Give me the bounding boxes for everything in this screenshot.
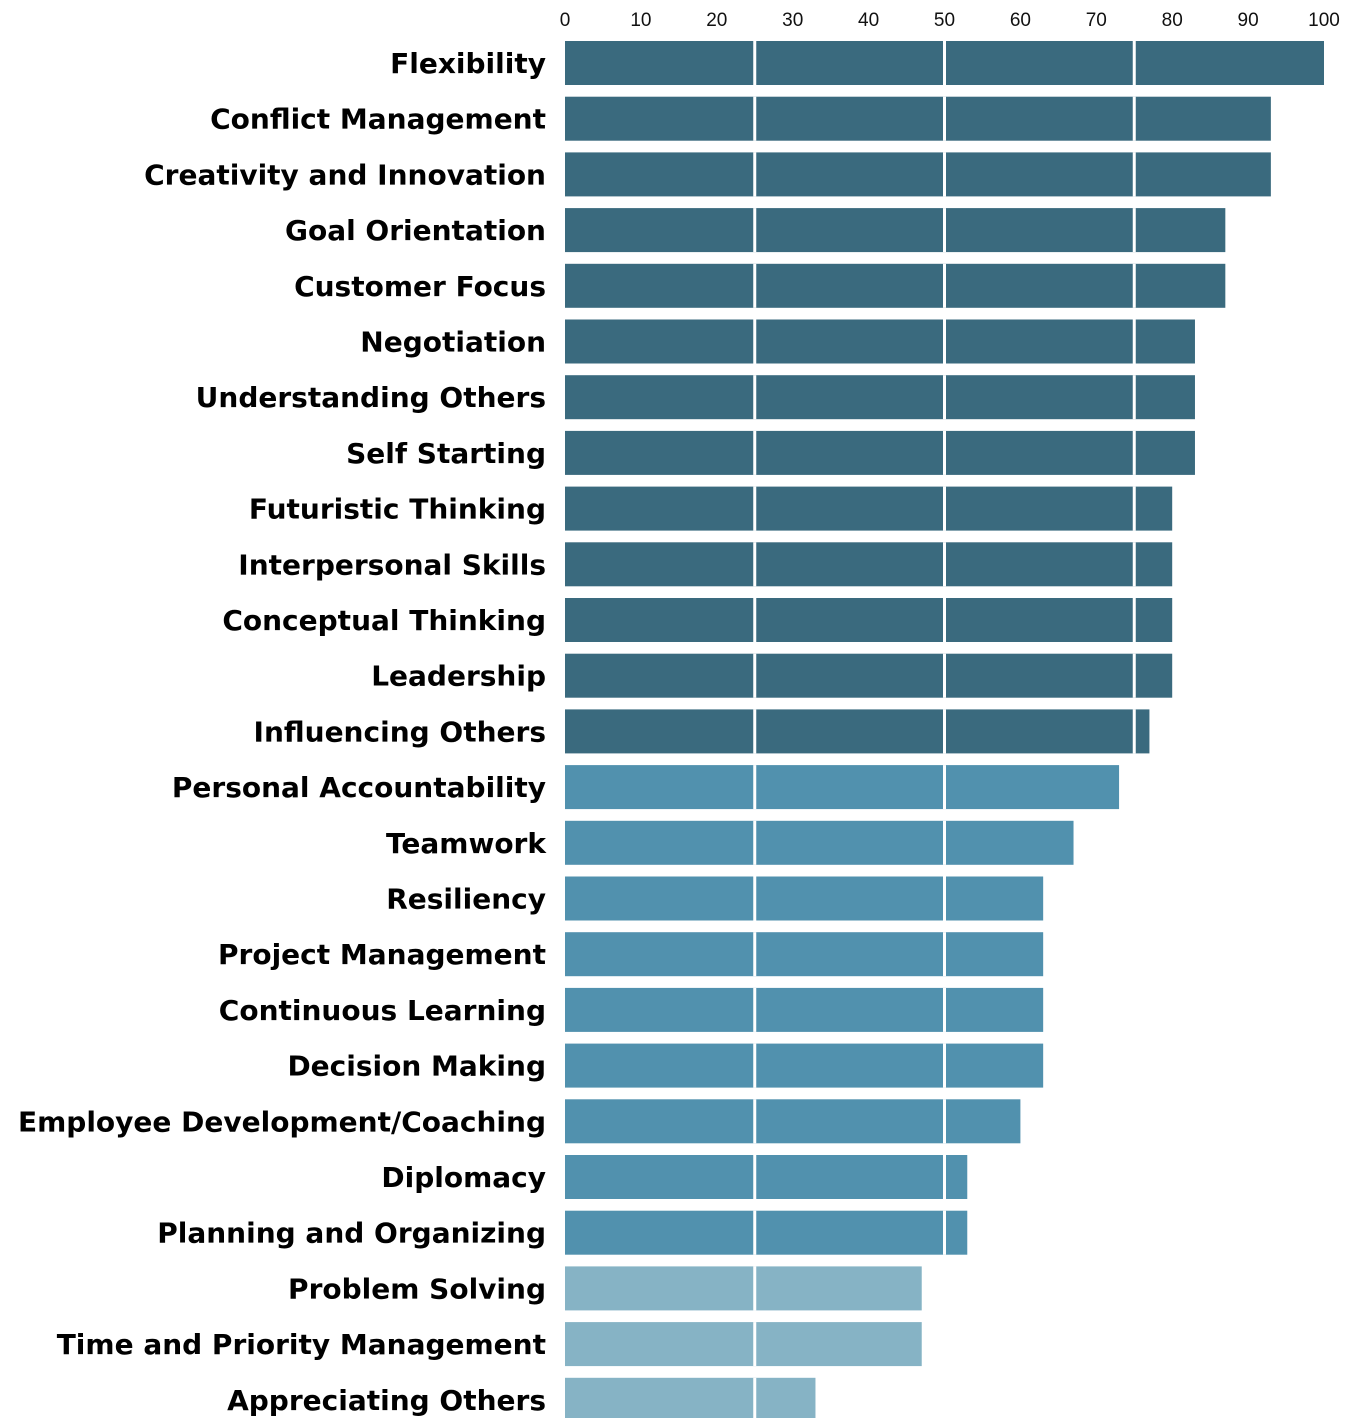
x-axis-ticks: 0 10 20 30 40 50 60 70 80 90 100: [560, 10, 1340, 31]
category-label: Decision Making: [287, 1050, 546, 1083]
bar-continuous-learning: [565, 987, 1044, 1032]
category-label: Planning and Organizing: [157, 1217, 546, 1250]
bar-understanding-others: [565, 375, 1195, 420]
category-label: Teamwork: [386, 827, 547, 860]
bar-planning-and-organizing: [565, 1210, 968, 1255]
bar-goal-orientation: [565, 208, 1226, 253]
category-label: Problem Solving: [288, 1272, 546, 1305]
bar-leadership: [565, 653, 1173, 698]
bar-futuristic-thinking: [565, 486, 1173, 531]
x-tick-label-50: 50: [934, 10, 955, 31]
x-tick-label-40: 40: [858, 10, 879, 31]
category-label: Negotiation: [360, 326, 546, 359]
bar-diplomacy: [565, 1155, 968, 1199]
bar-project-management: [565, 932, 1044, 977]
bars: [565, 41, 1324, 1418]
x-tick-label-80: 80: [1162, 10, 1183, 31]
bar-teamwork: [565, 820, 1074, 865]
bar-employee-development-coaching: [565, 1099, 1021, 1144]
bar-self-starting: [565, 430, 1195, 475]
category-label: Conflict Management: [210, 103, 546, 136]
category-label: Appreciating Others: [227, 1384, 546, 1417]
bar-appreciating-others: [565, 1377, 816, 1418]
bar-interpersonal-skills: [565, 542, 1173, 587]
x-tick-label-10: 10: [630, 10, 651, 31]
category-label: Creativity and Innovation: [144, 158, 546, 191]
category-label: Personal Accountability: [172, 771, 546, 804]
bar-customer-focus: [565, 263, 1226, 308]
x-tick-label-30: 30: [782, 10, 803, 31]
bar-time-and-priority-management: [565, 1322, 922, 1367]
category-labels: Flexibility Conflict Management Creativity…: [18, 47, 547, 1417]
category-label: Project Management: [218, 938, 546, 971]
category-label: Time and Priority Management: [57, 1328, 546, 1361]
category-label: Understanding Others: [196, 381, 546, 414]
category-label: Resiliency: [386, 883, 546, 916]
bar-resiliency: [565, 876, 1044, 921]
bar-problem-solving: [565, 1266, 922, 1311]
category-label: Futuristic Thinking: [249, 493, 546, 526]
bar-personal-accountability: [565, 765, 1120, 810]
category-label: Interpersonal Skills: [238, 548, 546, 581]
x-tick-label-60: 60: [1010, 10, 1031, 31]
x-tick-label-90: 90: [1238, 10, 1259, 31]
bar-negotiation: [565, 319, 1195, 364]
category-label: Influencing Others: [254, 715, 546, 748]
category-label: Customer Focus: [294, 270, 546, 303]
x-tick-label-70: 70: [1086, 10, 1107, 31]
x-tick-label-100: 100: [1308, 10, 1340, 31]
category-label: Diplomacy: [381, 1161, 546, 1194]
bar-creativity-and-innovation: [565, 152, 1271, 197]
x-tick-label-0: 0: [560, 10, 571, 31]
bar-influencing-others: [565, 709, 1150, 754]
category-label: Self Starting: [346, 437, 546, 470]
x-tick-label-20: 20: [706, 10, 727, 31]
bar-decision-making: [565, 1043, 1044, 1088]
bar-conflict-management: [565, 96, 1271, 141]
category-label: Flexibility: [390, 47, 546, 80]
category-label: Goal Orientation: [285, 214, 546, 247]
category-label: Continuous Learning: [219, 994, 546, 1027]
category-label: Conceptual Thinking: [222, 604, 546, 637]
category-label: Employee Development/Coaching: [18, 1105, 546, 1138]
bar-conceptual-thinking: [565, 598, 1173, 642]
category-label: Leadership: [371, 660, 546, 693]
gridlines: [753, 41, 1136, 1418]
